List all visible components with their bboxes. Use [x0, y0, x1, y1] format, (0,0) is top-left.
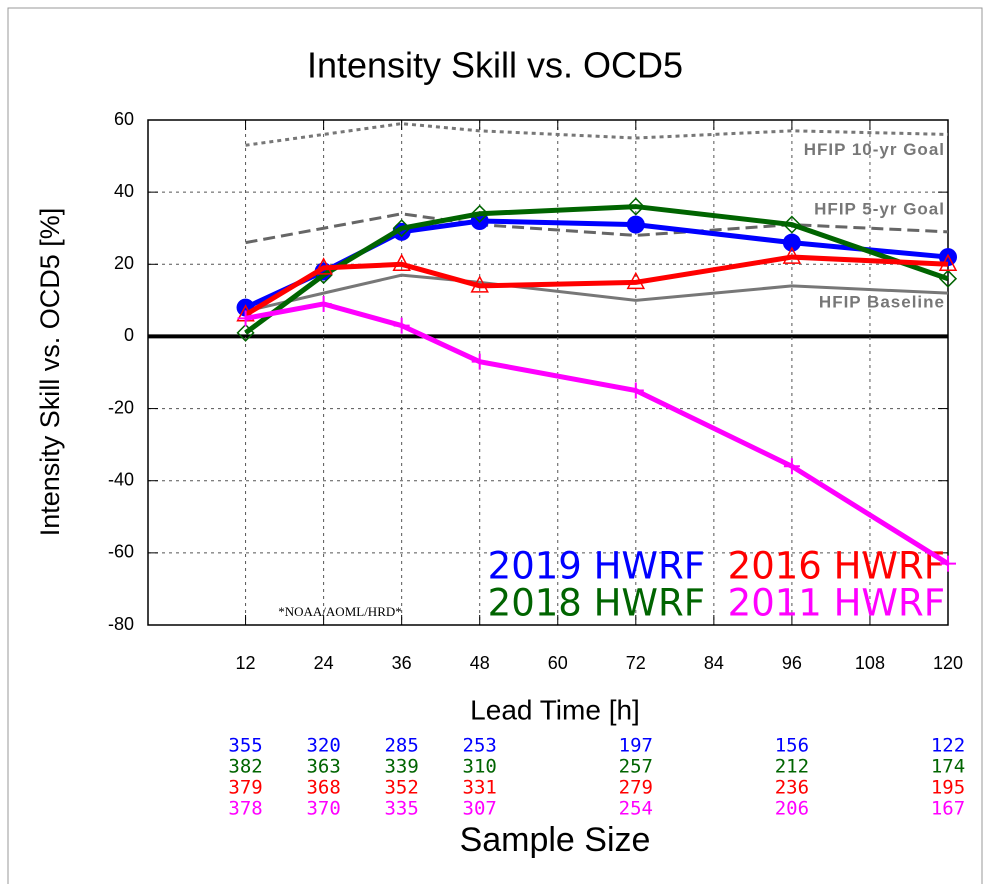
y-tick-label: 0: [124, 325, 134, 345]
x-tick-label: 36: [392, 653, 412, 673]
sample-size: 378: [228, 798, 262, 820]
series-line: [244, 204, 949, 335]
reference-label: HFIP Baseline: [819, 293, 945, 312]
sample-size: 339: [384, 756, 418, 778]
series-line: [245, 301, 950, 566]
sample-size: 331: [463, 777, 497, 799]
sample-size: 174: [931, 756, 965, 778]
marker: [938, 269, 958, 288]
marker: [393, 317, 410, 334]
annotation: *NOAA/AOML/HRD*: [278, 604, 402, 619]
sample-size: 307: [463, 798, 497, 820]
sample-size: 355: [228, 735, 262, 757]
sample-size: 310: [463, 756, 497, 778]
y-tick-label: -20: [108, 397, 134, 417]
sample-size: 335: [384, 798, 418, 820]
y-tick-label: -80: [108, 614, 134, 634]
marker: [940, 555, 956, 572]
sample-size: 195: [931, 777, 965, 799]
reference-line: [245, 122, 949, 147]
sample-size: 206: [775, 798, 809, 820]
sample-size: 352: [384, 777, 418, 799]
marker: [236, 323, 255, 342]
marker: [392, 253, 411, 272]
sample-size: 253: [463, 735, 497, 757]
y-axis-label: Intensity Skill vs. OCD5 [%]: [35, 208, 65, 537]
x-tick-label: 12: [236, 653, 256, 673]
marker: [782, 246, 802, 264]
sample-size: 254: [619, 798, 653, 820]
y-tick-label: 40: [114, 181, 134, 201]
sample-size: 197: [619, 735, 653, 757]
sample-size-label: Sample Size: [460, 821, 651, 859]
legend-entry: 2011 HWRF: [728, 582, 945, 625]
x-tick-label: 108: [855, 653, 885, 673]
sample-size: 379: [228, 777, 262, 799]
sample-size: 167: [931, 798, 965, 820]
sample-size: 285: [384, 735, 418, 757]
x-tick-label: 60: [548, 653, 568, 673]
x-tick-label: 120: [933, 653, 963, 673]
sample-size: 122: [931, 735, 965, 757]
sample-size: 363: [306, 756, 340, 778]
marker: [470, 204, 489, 223]
sample-size: 257: [619, 756, 653, 778]
marker: [626, 197, 645, 216]
series-line: [244, 254, 949, 317]
sample-size: 236: [775, 777, 809, 799]
reference-line: [245, 273, 949, 313]
sample-size: 212: [775, 756, 809, 778]
sample-size: 382: [228, 756, 262, 778]
marker: [782, 215, 801, 234]
legend-entry: 2019 HWRF: [488, 545, 705, 588]
marker: [471, 353, 488, 370]
marker: [939, 248, 957, 267]
marker: [627, 382, 644, 399]
plot-frame: [147, 119, 949, 626]
x-tick-label: 48: [470, 653, 490, 673]
y-tick-label: -60: [108, 542, 134, 562]
legend-entry: 2016 HWRF: [728, 545, 945, 588]
y-tick-label: 60: [114, 109, 134, 129]
sample-size: 156: [775, 735, 809, 757]
x-tick-label: 72: [626, 653, 646, 673]
marker: [626, 271, 646, 290]
sample-size: 370: [306, 798, 340, 820]
sample-size: 320: [306, 735, 340, 757]
x-tick-label: 96: [782, 653, 802, 673]
reference-label: HFIP 5-yr Goal: [814, 199, 945, 218]
x-tick-label: 84: [704, 653, 724, 673]
sample-size: 279: [619, 777, 653, 799]
marker: [782, 233, 801, 252]
reference-label: HFIP 10-yr Goal: [804, 140, 945, 159]
marker: [938, 253, 958, 272]
x-axis-label: Lead Time [h]: [470, 694, 640, 725]
marker: [392, 219, 411, 238]
marker: [237, 310, 254, 327]
marker: [470, 275, 489, 293]
marker: [315, 295, 332, 312]
frame: [7, 7, 983, 884]
chart-title: Intensity Skill vs. OCD5: [307, 45, 683, 86]
marker: [314, 257, 333, 275]
legend-entry: 2018 HWRF: [488, 582, 705, 625]
marker: [626, 215, 645, 234]
sample-size: 368: [306, 777, 340, 799]
x-tick-label: 24: [314, 653, 334, 673]
y-tick-label: 20: [114, 253, 134, 273]
marker: [783, 458, 800, 475]
y-tick-label: -40: [108, 469, 134, 489]
